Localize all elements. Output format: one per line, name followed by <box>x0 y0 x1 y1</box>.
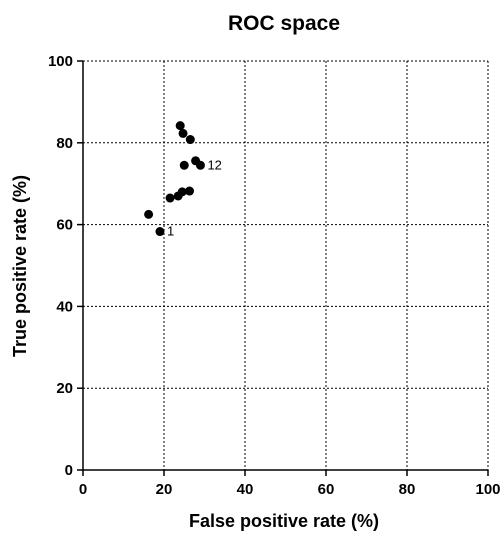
y-tick-label-20: 20 <box>56 380 73 397</box>
y-tick-label-80: 80 <box>56 135 73 152</box>
point-annotation-1: 1 <box>167 224 174 239</box>
data-point-7 <box>175 121 185 131</box>
point-annotations: 1 12 <box>167 157 222 238</box>
x-tick-label-80: 80 <box>399 481 416 498</box>
data-point-3 <box>165 193 175 203</box>
y-tick-label-0: 0 <box>65 462 73 479</box>
data-point-1 <box>144 209 154 219</box>
data-points <box>144 121 205 237</box>
chart-title: ROC space <box>228 12 340 35</box>
data-point-2 <box>155 227 165 237</box>
data-point-9 <box>185 135 195 145</box>
grid-lines <box>83 60 489 470</box>
x-tick-label-100: 100 <box>475 481 500 498</box>
x-tick-label-20: 20 <box>156 481 173 498</box>
x-axis-label: False positive rate (%) <box>189 511 379 531</box>
data-point-12 <box>195 160 205 170</box>
y-tick-label-60: 60 <box>56 217 73 234</box>
data-point-8 <box>178 128 188 138</box>
x-axis-ticks: 0 20 40 60 80 100 <box>79 470 501 498</box>
y-axis-ticks: 0 20 40 60 80 100 <box>48 53 83 479</box>
axes <box>82 61 488 471</box>
y-tick-label-40: 40 <box>56 298 73 315</box>
x-tick-label-0: 0 <box>79 481 87 498</box>
point-annotation-12: 12 <box>207 157 221 172</box>
y-tick-label-100: 100 <box>48 53 73 70</box>
x-tick-label-60: 60 <box>318 481 335 498</box>
data-point-6 <box>185 186 195 196</box>
y-axis-label: True positive rate (%) <box>10 175 30 357</box>
x-tick-label-40: 40 <box>237 481 254 498</box>
data-point-10 <box>179 160 189 170</box>
data-point-5 <box>177 187 187 197</box>
